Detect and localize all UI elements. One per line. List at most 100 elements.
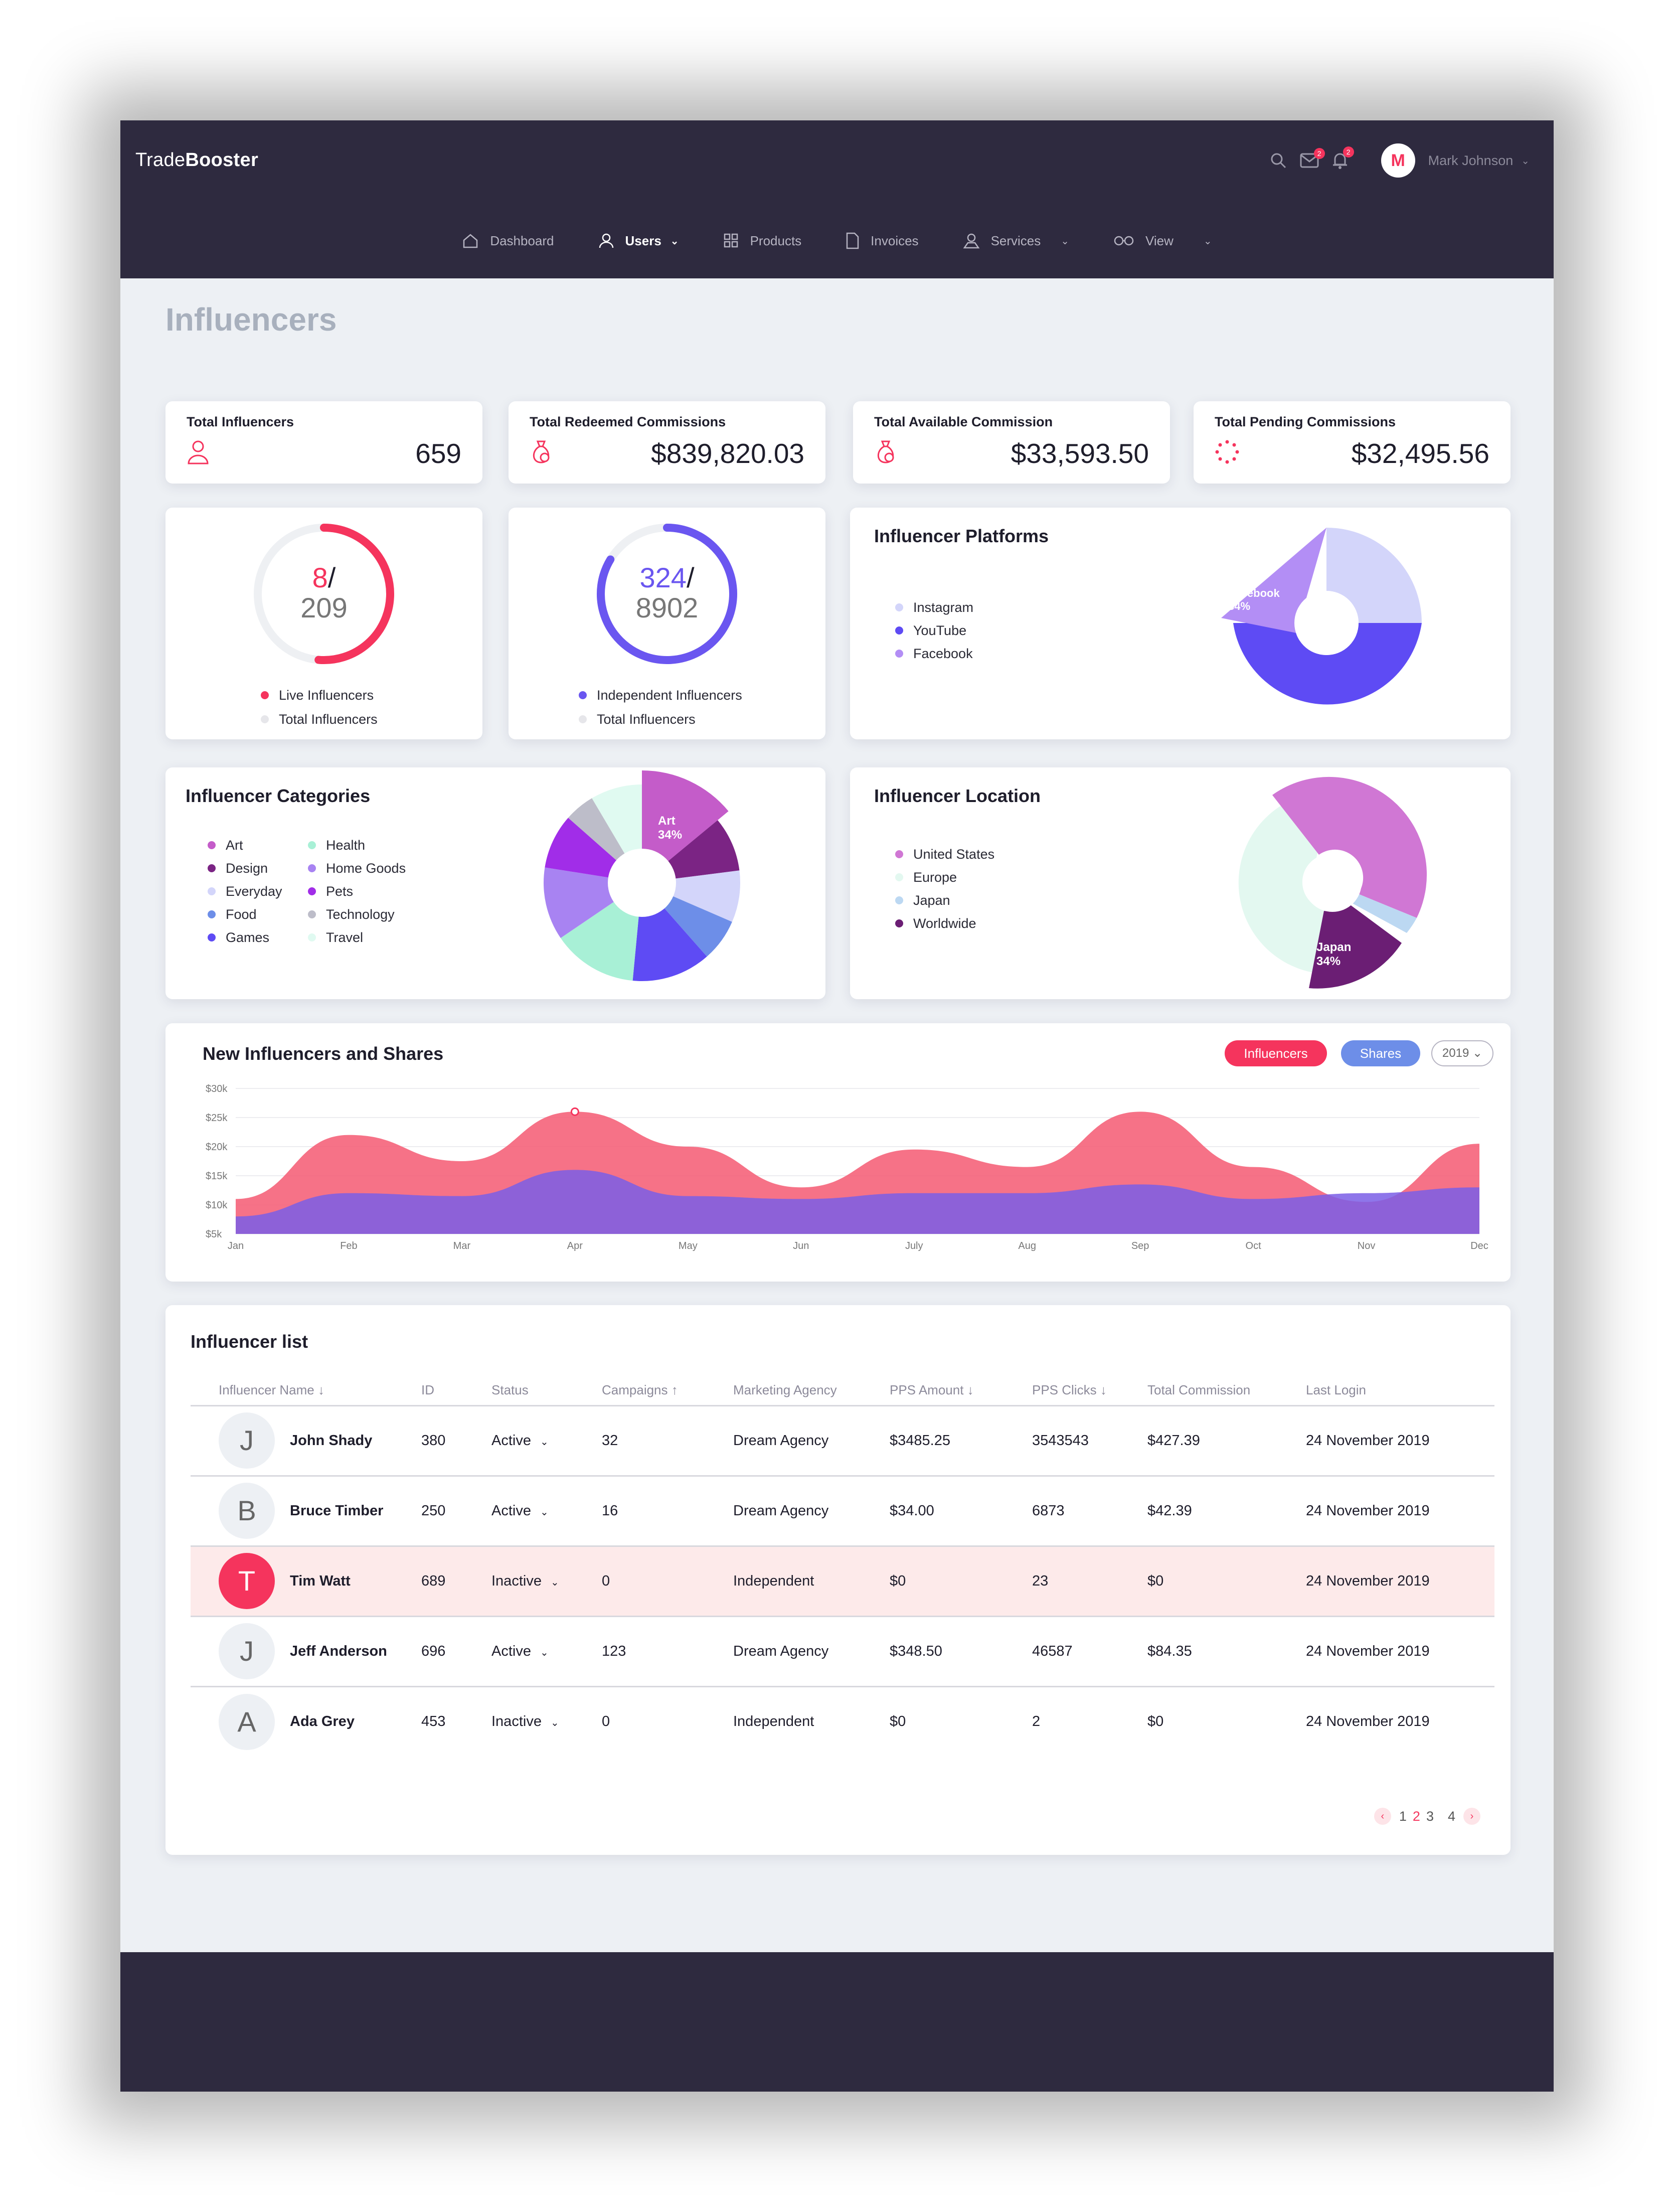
legend-label: Food — [226, 906, 257, 922]
glasses-icon — [1114, 236, 1134, 246]
legend-item: Total Influencers — [579, 707, 742, 731]
legend-dot — [208, 933, 216, 941]
prev-page-icon[interactable]: ‹ — [1374, 1808, 1391, 1825]
legend-dot — [208, 887, 216, 895]
influencer-name[interactable]: Ada Grey — [290, 1713, 355, 1730]
col-id[interactable]: ID — [421, 1382, 434, 1397]
table-row[interactable]: B Bruce Timber 250 Active ⌄ 16 Dream Agency $34… — [191, 1475, 1494, 1546]
x-tick-label: Jan — [228, 1240, 244, 1251]
chevron-down-icon[interactable]: ⌄ — [1521, 155, 1530, 167]
influencer-name[interactable]: Tim Watt — [290, 1572, 351, 1589]
money-bag-icon — [877, 440, 894, 463]
stat-label: Total Pending Commissions — [1215, 414, 1396, 429]
col-pps-clicks[interactable]: PPS Clicks ↓ — [1032, 1375, 1147, 1405]
stat-value: $32,495.56 — [1351, 438, 1489, 469]
callout-label: Facebook — [1228, 587, 1280, 599]
col-commission[interactable]: Total Commission — [1147, 1382, 1251, 1397]
mail-icon[interactable]: 2 — [1300, 148, 1325, 168]
page-2[interactable]: 2 — [1412, 1808, 1420, 1824]
y-tick-label: $15k — [206, 1171, 228, 1182]
page-3[interactable]: 3 — [1426, 1808, 1434, 1824]
nav-view[interactable]: View ⌄ — [1113, 233, 1212, 249]
page-4[interactable]: 4 — [1447, 1808, 1455, 1824]
status-select[interactable]: Active ⌄ — [491, 1404, 602, 1476]
cell-pps-amount: $3485.25 — [890, 1404, 1032, 1476]
shares-toggle[interactable]: Shares — [1341, 1040, 1420, 1066]
col-status[interactable]: Status — [491, 1382, 529, 1397]
col-agency[interactable]: Marketing Agency — [733, 1382, 837, 1397]
pagination: ‹ 1 2 3 4 › — [1369, 1808, 1485, 1825]
legend-label: Live Influencers — [279, 687, 374, 703]
cell-commission: $84.35 — [1147, 1615, 1306, 1686]
next-page-icon[interactable]: › — [1463, 1808, 1480, 1825]
legend-label: Home Goods — [326, 860, 406, 876]
cell-pps-clicks: 46587 — [1032, 1615, 1147, 1686]
influencers-toggle[interactable]: Influencers — [1225, 1040, 1327, 1066]
stat-label: Total Redeemed Commissions — [530, 414, 726, 429]
card-title: Influencer Categories — [186, 785, 371, 806]
influencer-name[interactable]: John Shady — [290, 1432, 373, 1449]
slice-youtube — [1233, 623, 1422, 705]
user-avatar[interactable]: M — [1381, 143, 1415, 178]
stat-card-total-influencers: Total Influencers 659 — [165, 401, 482, 484]
legend-dot — [308, 933, 316, 941]
table-body: J John Shady 380 Active ⌄ 32 Dream Agency $3485… — [191, 1404, 1494, 1757]
status-select[interactable]: Active ⌄ — [491, 1615, 602, 1686]
brand-logo[interactable]: TradeBooster — [135, 149, 258, 171]
donut-hole — [608, 849, 676, 917]
search-icon[interactable] — [1270, 152, 1287, 169]
bell-icon[interactable]: 2 — [1332, 146, 1354, 170]
legend-dot — [895, 850, 903, 858]
y-tick-label: $10k — [206, 1200, 228, 1211]
nav-services[interactable]: Services ⌄ — [963, 233, 1069, 249]
col-campaigns[interactable]: Campaigns ↑ — [602, 1375, 733, 1405]
callout-pct: 34% — [1316, 955, 1341, 968]
legend-item: Independent Influencers — [579, 683, 742, 707]
table-row[interactable]: A Ada Grey 453 Inactive ⌄ 0 Independent $0 2 $0 24… — [191, 1685, 1494, 1757]
col-last-login[interactable]: Last Login — [1306, 1382, 1366, 1397]
nav-dashboard[interactable]: Dashboard — [462, 233, 554, 249]
status-select[interactable]: Active ⌄ — [491, 1475, 602, 1546]
status-value: Inactive — [491, 1713, 542, 1730]
x-tick-label: Mar — [453, 1240, 471, 1251]
cell-name: J Jeff Anderson — [191, 1615, 421, 1686]
stat-card-redeemed: Total Redeemed Commissions $839,820.03 — [509, 401, 825, 484]
table-row[interactable]: J Jeff Anderson 696 Active ⌄ 123 Dream Agency $… — [191, 1615, 1494, 1686]
data-point-marker[interactable] — [570, 1107, 579, 1116]
legend-label: Worldwide — [913, 915, 976, 931]
chevron-down-icon: ⌄ — [670, 235, 679, 247]
x-tick-label: Sep — [1131, 1240, 1149, 1251]
status-select[interactable]: Inactive ⌄ — [491, 1545, 602, 1616]
x-tick-label: July — [905, 1240, 923, 1251]
influencer-table: Influencer Name ↓ ID Status Campaigns ↑ … — [191, 1375, 1494, 1757]
cell-pps-clicks: 3543543 — [1032, 1404, 1147, 1476]
col-pps-amount[interactable]: PPS Amount ↓ — [890, 1375, 1032, 1405]
callout-pct: 34% — [1228, 600, 1250, 612]
year-select[interactable]: 2019 ⌄ — [1431, 1040, 1493, 1066]
stat-value: 659 — [415, 438, 461, 469]
legend-item: Pets — [308, 880, 406, 903]
area-chart-card: New Influencers and Shares Influencers S… — [165, 1023, 1511, 1282]
col-name[interactable]: Influencer Name ↓ — [191, 1375, 421, 1405]
nav-products[interactable]: Products — [723, 233, 801, 249]
chevron-down-icon: ⌄ — [540, 1647, 549, 1658]
nav-users[interactable]: Users ⌄ — [598, 233, 679, 249]
cell-last-login: 24 November 2019 — [1306, 1615, 1494, 1686]
legend-label: Instagram — [913, 599, 974, 615]
cell-commission: $0 — [1147, 1545, 1306, 1616]
status-select[interactable]: Inactive ⌄ — [491, 1685, 602, 1757]
cell-last-login: 24 November 2019 — [1306, 1545, 1494, 1616]
table-row[interactable]: J John Shady 380 Active ⌄ 32 Dream Agency $3485… — [191, 1404, 1494, 1476]
user-name[interactable]: Mark Johnson — [1428, 152, 1514, 168]
page-1[interactable]: 1 — [1399, 1808, 1407, 1824]
influencer-name[interactable]: Bruce Timber — [290, 1502, 384, 1519]
area-chart: $30k $25k $20k $15k $10k $5k Jan Feb Mar Apr May Ju… — [206, 1083, 1488, 1251]
stat-value: $839,820.03 — [651, 438, 804, 469]
nav-invoices[interactable]: Invoices — [846, 232, 919, 249]
ring-number: 8/ 209 — [249, 563, 399, 623]
legend-item: United States — [895, 843, 994, 866]
table-row[interactable]: T Tim Watt 689 Inactive ⌄ 0 Independent $0 23 $0 2… — [191, 1545, 1494, 1616]
chevron-down-icon: ⌄ — [540, 1506, 549, 1518]
influencer-name[interactable]: Jeff Anderson — [290, 1643, 387, 1659]
cell-campaigns: 0 — [602, 1545, 733, 1616]
